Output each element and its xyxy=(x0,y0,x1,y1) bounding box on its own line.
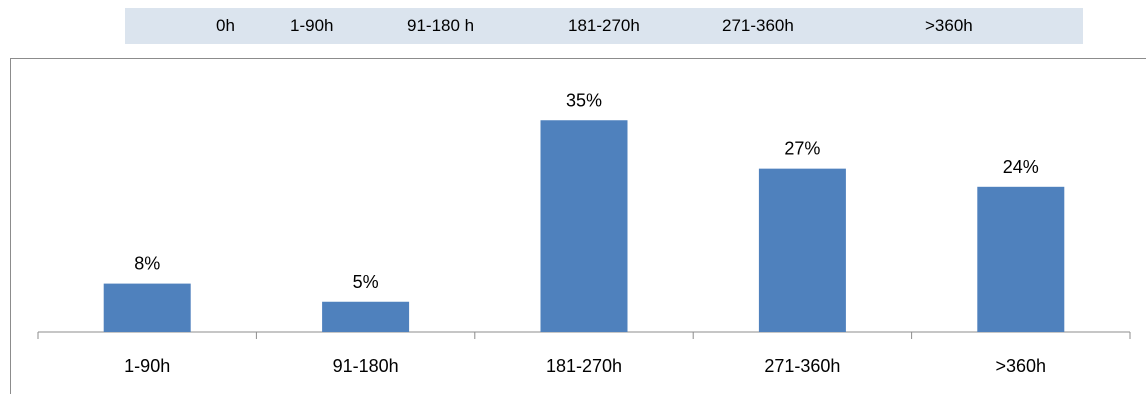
bar-3 xyxy=(758,168,846,332)
header-label-over-360h: >360h xyxy=(925,16,973,35)
data-label-0: 8% xyxy=(134,254,160,274)
x-tick-label-2: 181-270h xyxy=(546,356,622,376)
header-label-1-90h: 1-90h xyxy=(290,16,334,35)
bar-2 xyxy=(540,120,628,332)
x-tick-label-0: 1-90h xyxy=(124,356,170,376)
header-label-91-180h: 91-180 h xyxy=(407,16,475,35)
bar-4 xyxy=(977,186,1065,332)
x-tick-label-3: 271-360h xyxy=(764,356,840,376)
header-band xyxy=(125,8,1083,44)
header-label-271-360h: 271-360h xyxy=(722,16,794,35)
x-tick-label-4: >360h xyxy=(996,356,1047,376)
header-label-0h: 0h xyxy=(216,16,235,35)
x-tick-label-1: 91-180h xyxy=(333,356,399,376)
data-label-1: 5% xyxy=(353,272,379,292)
data-label-4: 24% xyxy=(1003,157,1039,177)
bar-1 xyxy=(322,301,410,332)
header-label-181-270h: 181-270h xyxy=(568,16,640,35)
chart-frame xyxy=(10,58,1146,394)
bar-0 xyxy=(103,283,191,332)
data-label-2: 35% xyxy=(566,90,602,110)
data-label-3: 27% xyxy=(784,139,820,159)
